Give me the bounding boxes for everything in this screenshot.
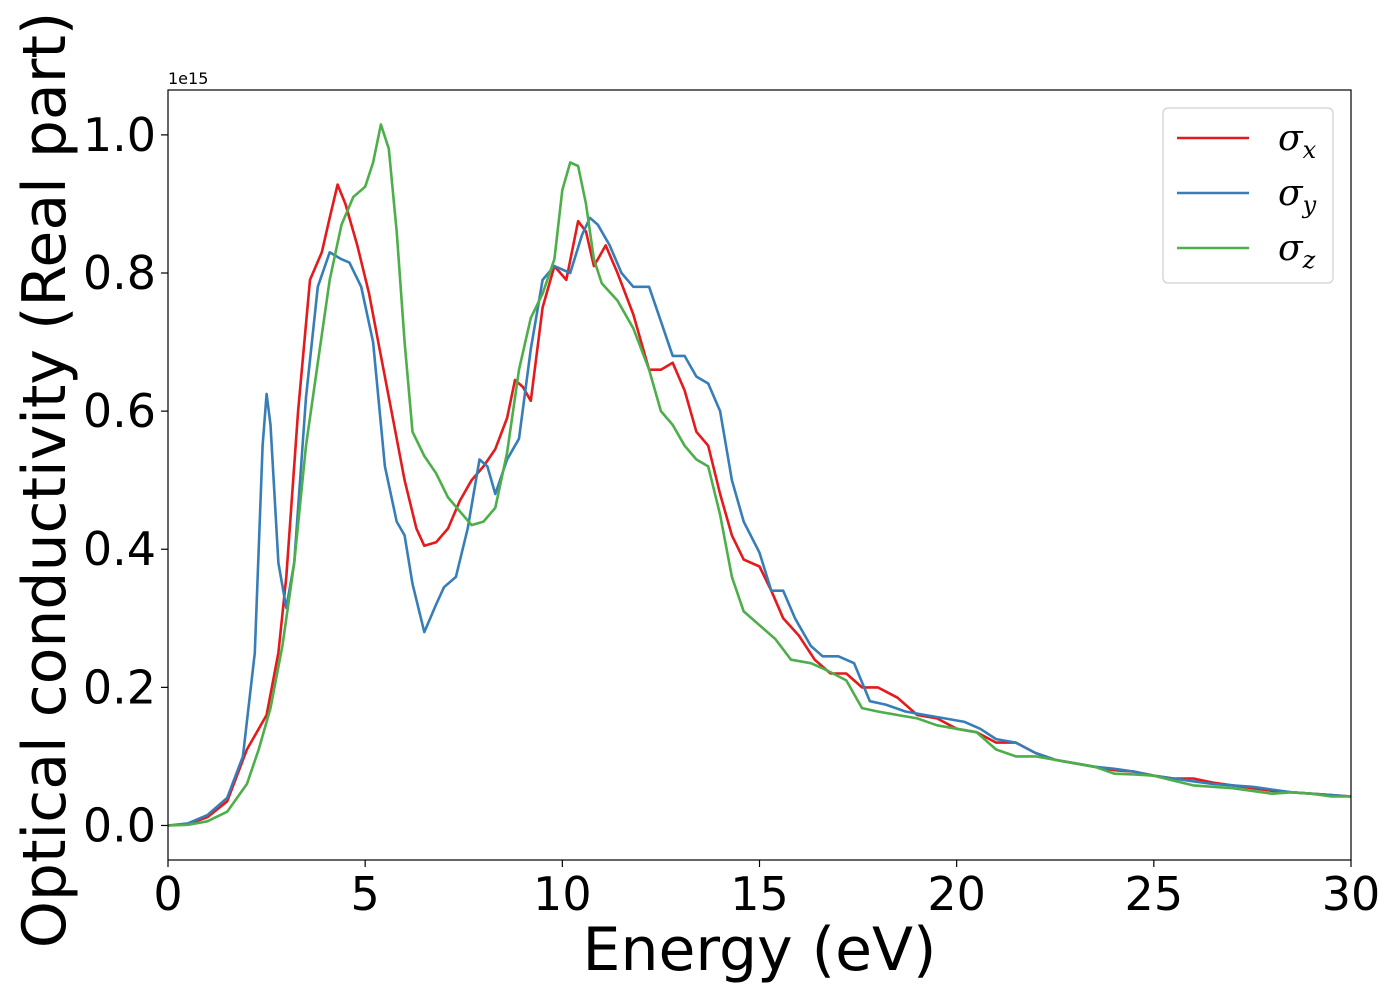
legend-subscript: x — [1303, 136, 1317, 164]
series-layer — [168, 123, 1351, 827]
y-tick-label: 0.4 — [83, 522, 156, 576]
legend-symbol: σ — [1278, 118, 1304, 159]
x-axis-title: Energy (eV) — [583, 915, 937, 985]
legend-label-y: σy — [1278, 173, 1317, 219]
x-tick-label: 20 — [927, 867, 986, 921]
x-tick-label: 30 — [1322, 867, 1381, 921]
y-axis-title: Optical conductivity (Real part) — [10, 12, 80, 949]
series-line-z — [168, 123, 1351, 827]
y-offset-label: 1e15 — [168, 69, 208, 88]
y-tick-label: 0.8 — [83, 246, 156, 300]
legend-symbol: σ — [1278, 173, 1304, 214]
y-axis-ticks: 0.0 0.2 0.4 0.6 0.8 1.0 — [83, 108, 168, 852]
x-axis-ticks: 0 5 10 15 20 25 30 — [153, 860, 1380, 921]
x-tick-label: 10 — [533, 867, 592, 921]
legend-symbol: σ — [1278, 228, 1304, 269]
legend-box — [1162, 107, 1334, 284]
x-tick-label: 25 — [1125, 867, 1184, 921]
legend-subscript: z — [1302, 246, 1316, 274]
y-tick-label: 0.6 — [83, 384, 156, 438]
y-tick-label: 0.2 — [83, 660, 156, 714]
legend-subscript: y — [1302, 191, 1317, 219]
legend-label-x: σx — [1278, 118, 1317, 164]
y-tick-label: 0.0 — [83, 798, 156, 852]
legend-label-z: σz — [1278, 228, 1316, 274]
y-tick-label: 1.0 — [83, 108, 156, 162]
x-tick-label: 0 — [153, 867, 182, 921]
x-tick-label: 15 — [730, 867, 789, 921]
x-tick-label: 5 — [351, 867, 380, 921]
